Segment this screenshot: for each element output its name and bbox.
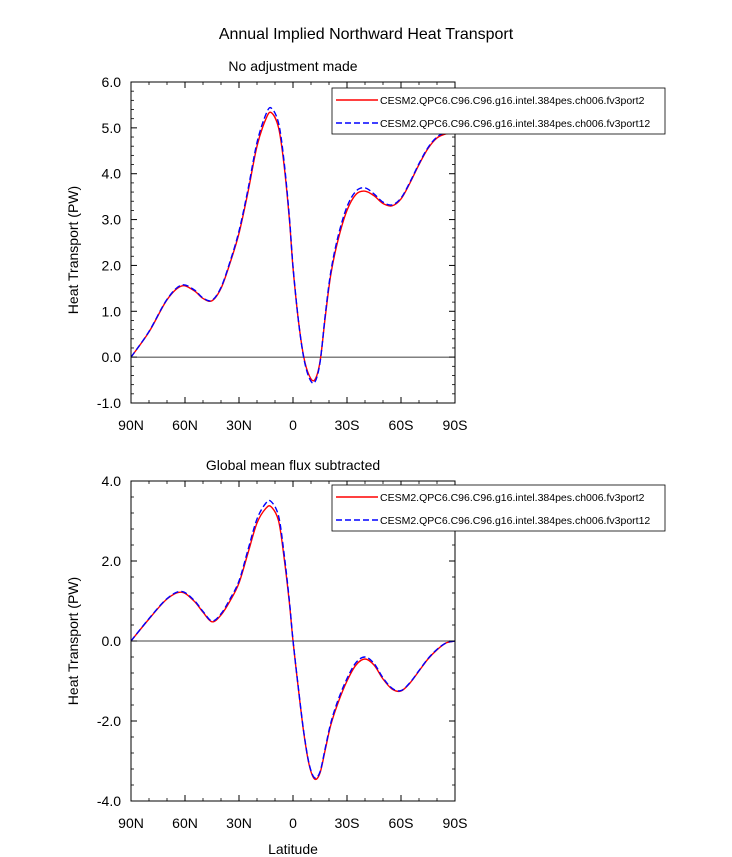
top-chart-x-tick-label: 60N <box>172 417 198 433</box>
figure-title: Annual Implied Northward Heat Transport <box>219 26 514 43</box>
bottom-chart-x-tick-label: 60S <box>389 815 414 831</box>
bottom-chart-x-tick-label: 90S <box>443 815 468 831</box>
bottom-chart-legend-label-1: CESM2.QPC6.C96.C96.g16.intel.384pes.ch00… <box>380 492 645 504</box>
bottom-chart-y-tick-label: -2.0 <box>97 713 121 729</box>
top-chart-y-tick-label: 5.0 <box>102 120 122 136</box>
top-chart-title: No adjustment made <box>228 58 357 74</box>
top-chart-y-tick-label: 2.0 <box>102 257 122 273</box>
top-chart-y-tick-label: 4.0 <box>102 166 122 182</box>
bottom-chart-legend: CESM2.QPC6.C96.C96.g16.intel.384pes.ch00… <box>331 484 666 532</box>
bottom-chart-y-tick-label: 4.0 <box>102 473 122 489</box>
top-chart-legend-label-2: CESM2.QPC6.C96.C96.g16.intel.384pes.ch00… <box>380 118 650 130</box>
top-chart-series-2-line <box>130 106 456 384</box>
top-chart-x-tick-label: 30S <box>335 417 360 433</box>
bottom-chart-series-2-line <box>130 499 456 779</box>
top-chart-y-tick-label: 0.0 <box>102 349 122 365</box>
top-chart-y-tick-label: -1.0 <box>97 395 121 411</box>
bottom-chart-legend-label-2: CESM2.QPC6.C96.C96.g16.intel.384pes.ch00… <box>380 515 650 527</box>
bottom-chart-ylabel: Heat Transport (PW) <box>65 577 81 705</box>
top-chart-legend-label-1: CESM2.QPC6.C96.C96.g16.intel.384pes.ch00… <box>380 95 645 107</box>
bottom-chart-x-tick-label: 90N <box>118 815 144 831</box>
top-chart-x-tick-label: 90S <box>443 417 468 433</box>
top-chart-x-tick-label: 90N <box>118 417 144 433</box>
top-chart-x-tick-label: 0 <box>289 417 297 433</box>
top-chart-legend-box <box>331 87 666 135</box>
bottom-chart-xlabel: Latitude <box>268 841 318 857</box>
bottom-chart-y-tick-label: 0.0 <box>102 633 122 649</box>
top-chart-x-tick-label: 30N <box>226 417 252 433</box>
bottom-chart-panel: Global mean flux subtracted 90N 60N 30N 0 30… <box>65 457 666 857</box>
bottom-chart-y-tick-label: -4.0 <box>97 793 121 809</box>
top-chart-ylabel: Heat Transport (PW) <box>65 186 81 314</box>
bottom-chart-title: Global mean flux subtracted <box>206 457 380 473</box>
top-chart-panel: No adjustment made 90N 60N 30N 0 30S 60S 90S -1… <box>65 58 666 433</box>
top-chart-y-tick-label: 3.0 <box>102 212 122 228</box>
bottom-chart-x-tick-label: 30N <box>226 815 252 831</box>
top-chart-x-tick-label: 60S <box>389 417 414 433</box>
bottom-chart-x-tick-label: 30S <box>335 815 360 831</box>
top-chart-y-tick-label: 1.0 <box>102 303 122 319</box>
bottom-chart-y-tick-label: 2.0 <box>102 553 122 569</box>
bottom-chart-x-tick-label: 0 <box>289 815 297 831</box>
bottom-chart-legend-box <box>331 484 666 532</box>
top-chart-series-1-line <box>130 111 456 382</box>
top-chart-y-tick-label: 6.0 <box>102 74 122 90</box>
top-chart-legend: CESM2.QPC6.C96.C96.g16.intel.384pes.ch00… <box>331 87 666 135</box>
bottom-chart-x-tick-label: 60N <box>172 815 198 831</box>
